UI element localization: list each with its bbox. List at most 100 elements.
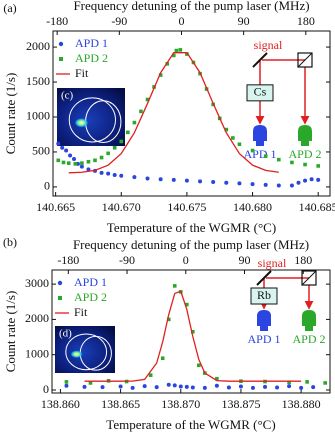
x-tick-label: 140.670 [102, 200, 141, 214]
data-point [290, 160, 294, 165]
y-axis-title: Count rate (1/s) [3, 291, 18, 373]
top-tick-label: -90 [111, 14, 127, 28]
data-point [172, 383, 177, 388]
x-tick-label: 140.680 [233, 200, 272, 214]
inset-label: (d) [59, 328, 72, 340]
data-point [171, 53, 176, 58]
data-point [132, 120, 137, 125]
data-point [142, 384, 147, 389]
data-point [178, 48, 183, 52]
legend-label: APD 2 [74, 290, 107, 304]
y-tick-label: 1000 [25, 346, 49, 360]
data-point [289, 183, 294, 188]
top-axis-title: Frequency detuning of the pump laser (MH… [73, 0, 309, 13]
signal-label: signal [254, 38, 283, 52]
data-point [73, 162, 78, 166]
top-tick-label: 0 [183, 253, 189, 267]
data-point [287, 380, 291, 385]
data-point [323, 381, 327, 385]
data-point [178, 384, 183, 389]
panel-label: (a) [3, 1, 16, 15]
data-point [263, 182, 268, 187]
data-point [299, 385, 304, 390]
legend-label: Fit [74, 305, 88, 319]
legend-label: APD 2 [75, 51, 108, 65]
data-point [119, 173, 124, 178]
y-tick-label: 3000 [25, 276, 49, 290]
x-tick-label: 140.665 [36, 200, 75, 214]
data-point [126, 130, 130, 135]
detector-label: APD 2 [288, 147, 321, 161]
legend-swatch [59, 57, 63, 61]
data-point [72, 156, 77, 161]
y-tick-label: 0 [43, 382, 49, 396]
top-tick-label: 90 [239, 253, 251, 267]
detector-label: APD 1 [243, 147, 276, 161]
x-axis-title: Temperature of the WGMR (°C) [107, 220, 276, 235]
data-point [237, 142, 242, 147]
x-tick-label: 138.870 [161, 397, 200, 411]
data-point [154, 385, 159, 390]
data-point [224, 127, 229, 132]
data-point [303, 162, 307, 167]
data-point [56, 158, 61, 163]
data-point [224, 180, 229, 185]
data-point [305, 380, 309, 384]
data-point [64, 380, 69, 384]
data-point [82, 384, 87, 389]
x-tick-label: 138.860 [41, 397, 80, 411]
data-point [86, 159, 91, 164]
data-point [80, 161, 84, 165]
data-point [311, 385, 316, 390]
data-point [166, 382, 171, 387]
vapor-cell-label: Rb [257, 288, 271, 302]
vapor-cell [246, 84, 274, 102]
data-point [250, 148, 255, 153]
fit-line [84, 290, 302, 382]
data-point [197, 363, 201, 368]
data-point [64, 148, 69, 153]
x-tick-label: 138.865 [101, 397, 140, 411]
top-tick-label: -180 [46, 14, 68, 28]
data-point [263, 154, 268, 158]
data-point [118, 384, 123, 389]
data-point [172, 284, 177, 288]
data-point [174, 48, 179, 53]
data-point [275, 385, 280, 390]
data-point [64, 383, 69, 388]
data-point [237, 181, 242, 186]
data-point [184, 178, 189, 183]
legend-swatch [57, 280, 63, 286]
data-point [316, 164, 320, 168]
data-point [119, 139, 124, 144]
y-tick-label: 2000 [26, 39, 50, 53]
mode-spot [74, 118, 89, 128]
beam-splitter-face [297, 52, 313, 68]
mirror [256, 270, 272, 286]
x-tick-label: 140.685 [299, 200, 335, 214]
data-point [158, 177, 163, 182]
data-point [56, 141, 61, 146]
signal-label: signal [258, 256, 287, 270]
x-tick-label: 138.880 [282, 397, 321, 411]
data-point [185, 52, 189, 56]
legend-swatch [58, 296, 62, 300]
data-point [202, 385, 207, 390]
y-tick-label: 1500 [26, 74, 50, 88]
legend-label: APD 1 [74, 275, 107, 289]
data-point [86, 167, 91, 172]
data-point [139, 109, 143, 114]
data-point [158, 73, 163, 77]
data-point [100, 385, 105, 390]
plot-frame [52, 30, 331, 197]
detector-label: APD 1 [247, 332, 280, 346]
data-point [66, 161, 71, 165]
detector [298, 125, 312, 141]
data-point [148, 373, 153, 377]
data-point [303, 178, 308, 183]
data-point [277, 157, 281, 162]
top-tick-label: -180 [57, 253, 79, 267]
data-point [214, 383, 219, 388]
x-axis-title: Temperature of the WGMR (°C) [106, 417, 275, 432]
data-point [250, 182, 255, 187]
